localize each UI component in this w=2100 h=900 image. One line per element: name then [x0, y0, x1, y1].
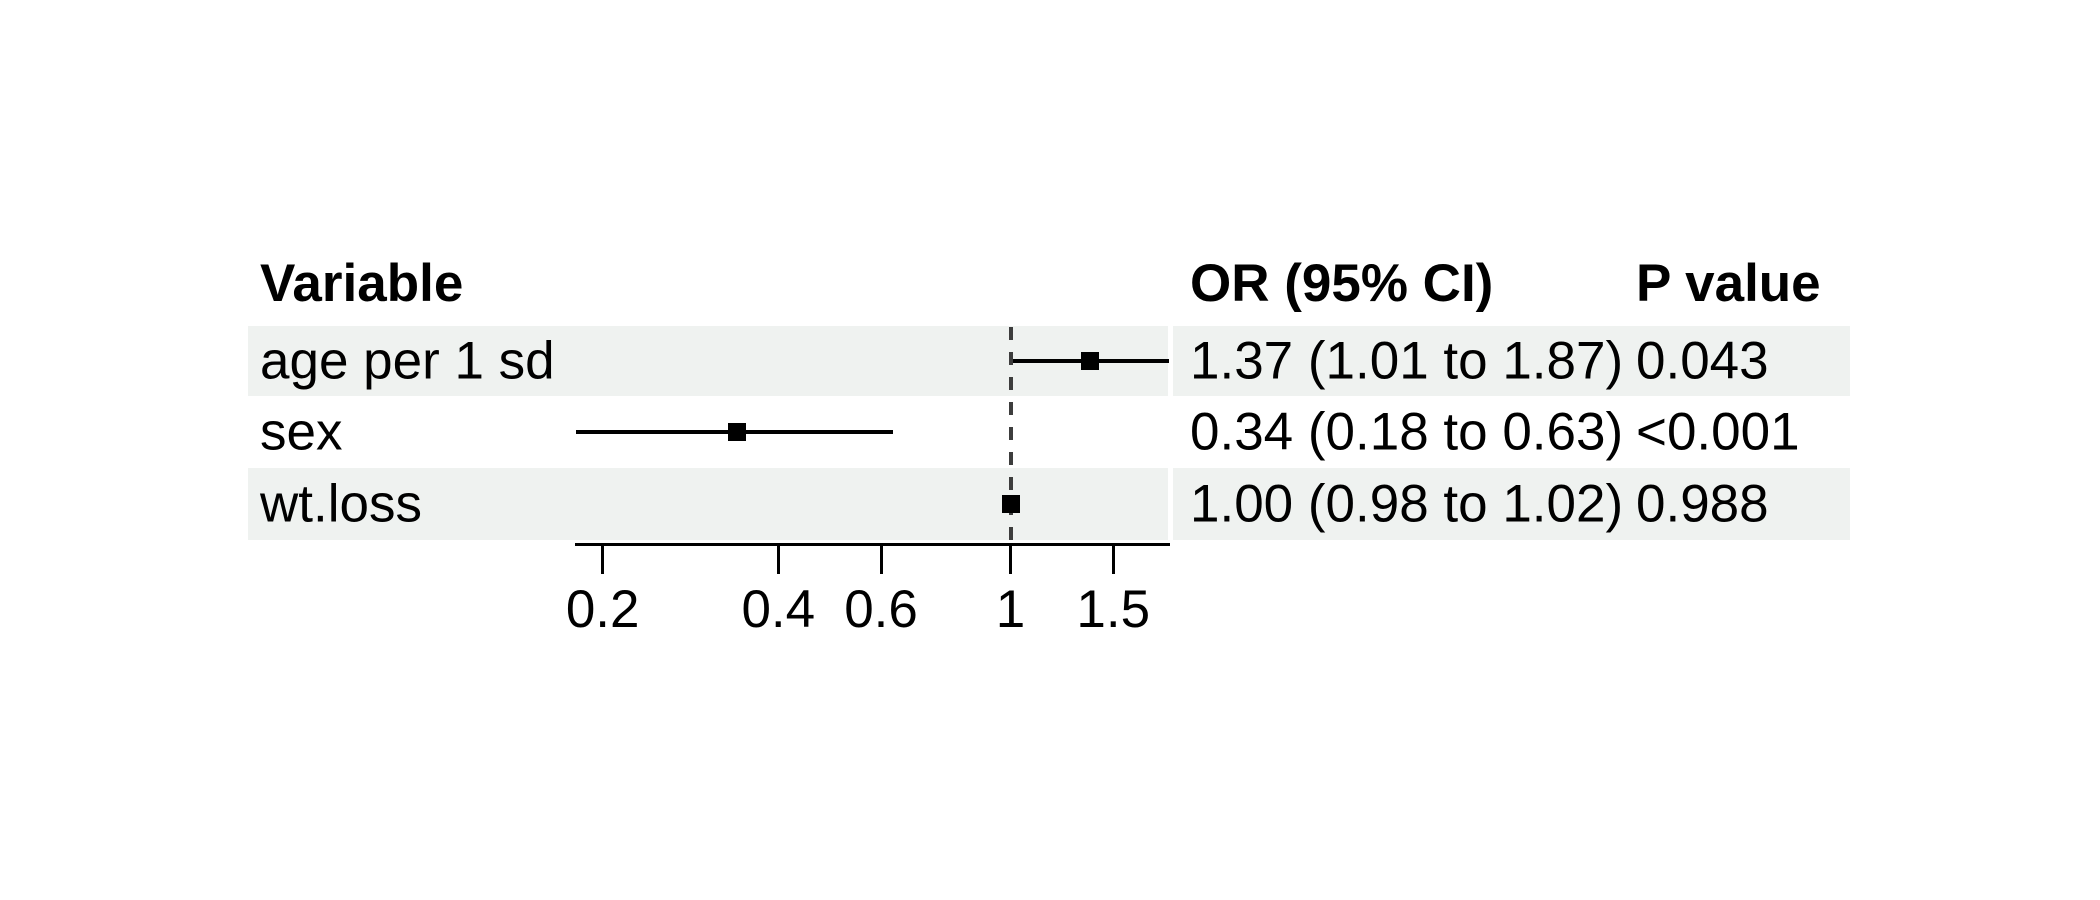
variable-cell: wt.loss	[260, 474, 422, 534]
table-row: sex 0.34 (0.18 to 0.63) <0.001	[248, 396, 1850, 468]
panel-gap	[1168, 326, 1173, 540]
or-marker	[728, 423, 747, 441]
column-header-or-ci: OR (95% CI)	[1190, 254, 1494, 313]
or-ci-cell: 1.37 (1.01 to 1.87)	[1190, 331, 1624, 391]
reference-line	[1008, 327, 1013, 543]
x-axis-line	[574, 543, 1171, 546]
variable-cell: age per 1 sd	[260, 331, 555, 391]
or-ci-cell: 0.34 (0.18 to 0.63)	[1190, 402, 1624, 462]
or-marker	[1001, 495, 1020, 513]
table-row: age per 1 sd 1.37 (1.01 to 1.87) 0.043	[248, 326, 1850, 396]
x-tick	[601, 546, 605, 574]
p-value-cell: <0.001	[1636, 402, 1800, 462]
or-marker	[1081, 352, 1100, 370]
x-tick	[776, 546, 780, 574]
x-tick-label: 1	[995, 580, 1026, 639]
x-tick-label: 0.6	[844, 580, 918, 639]
p-value-cell: 0.988	[1636, 474, 1769, 534]
x-tick-label: 1.5	[1076, 580, 1151, 639]
x-tick	[1009, 546, 1012, 574]
x-tick	[1111, 546, 1115, 574]
column-header-p-value: P value	[1636, 254, 1821, 313]
or-ci-cell: 1.00 (0.98 to 1.02)	[1190, 474, 1624, 534]
column-header-variable: Variable	[260, 254, 464, 313]
x-tick-label: 0.4	[741, 580, 816, 639]
p-value-cell: 0.043	[1636, 331, 1769, 391]
table-row: wt.loss 1.00 (0.98 to 1.02) 0.988	[248, 468, 1850, 540]
x-tick-label: 0.2	[565, 580, 640, 639]
variable-cell: sex	[260, 402, 343, 462]
x-tick	[879, 546, 883, 574]
